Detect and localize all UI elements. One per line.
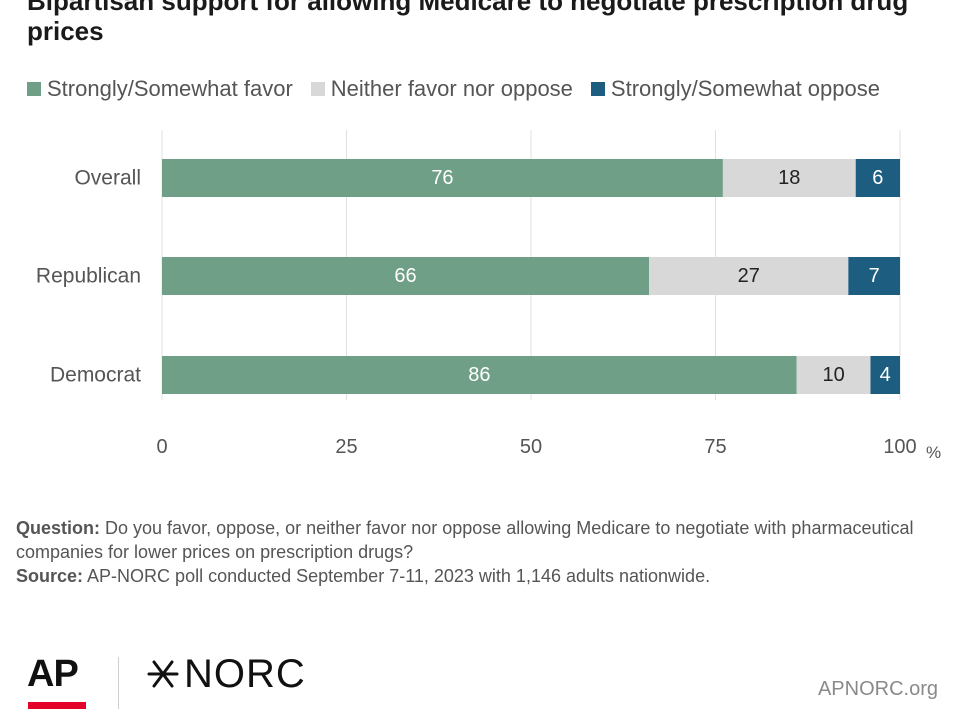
bar-republican-series-0 xyxy=(162,257,650,295)
bar-democrat-series-2 xyxy=(870,356,900,394)
bar-democrat-series-1 xyxy=(796,356,871,394)
ap-logo-text: AP xyxy=(27,653,79,695)
norc-logo: NORC xyxy=(146,651,306,697)
legend-swatch-neither xyxy=(310,82,325,96)
legend-swatch-oppose xyxy=(590,82,605,96)
data-label-republican-series-0: 66 xyxy=(394,265,416,287)
website-label: APNORC.org xyxy=(817,678,938,700)
data-label-republican-series-2: 7 xyxy=(869,265,880,287)
x-tick-label-25: 25 xyxy=(335,436,357,458)
stacked-bar-chart: Overall 76 18 6 Republican 66 27 7 Democrat 86 10 4… xyxy=(36,130,941,462)
data-label-democrat-series-1: 10 xyxy=(822,364,844,386)
data-label-overall-series-0: 76 xyxy=(431,167,453,189)
source-label: Source: xyxy=(16,566,84,586)
category-label-democrat: Democrat xyxy=(50,364,141,387)
ap-logo-accent xyxy=(28,702,86,709)
data-label-democrat-series-0: 86 xyxy=(468,364,490,386)
legend-item-neither: Neither favor nor oppose xyxy=(310,76,573,102)
ap-logo: AP xyxy=(27,654,91,710)
category-label-republican: Republican xyxy=(36,265,141,288)
legend-swatch-favor xyxy=(27,82,41,96)
x-tick-label-0: 0 xyxy=(156,436,167,458)
bar-republican-series-2 xyxy=(848,257,900,295)
chart-title: Bipartisan support for allowing Medicare… xyxy=(27,0,909,46)
norc-star-icon xyxy=(147,660,179,688)
bar-overall-series-2 xyxy=(855,159,900,197)
bar-republican-series-1 xyxy=(649,257,849,295)
legend-label-favor: Strongly/Somewhat favor xyxy=(47,76,293,101)
question-label: Question: xyxy=(16,518,100,538)
data-label-democrat-series-2: 4 xyxy=(880,364,891,386)
legend-item-favor: Strongly/Somewhat favor xyxy=(27,76,293,102)
bar-overall-series-1 xyxy=(722,159,856,197)
legend-label-neither: Neither favor nor oppose xyxy=(330,76,573,101)
source-text: AP-NORC poll conducted September 7-11, 2… xyxy=(87,566,711,586)
source-note: Source: AP-NORC poll conducted September… xyxy=(16,564,966,588)
data-label-overall-series-2: 6 xyxy=(872,167,883,189)
bar-overall-series-0 xyxy=(162,159,723,197)
legend-item-oppose: Strongly/Somewhat oppose xyxy=(590,76,880,102)
x-tick-label-50: 50 xyxy=(520,436,542,458)
x-tick-label-75: 75 xyxy=(704,436,726,458)
legend-label-oppose: Strongly/Somewhat oppose xyxy=(610,76,880,101)
category-label-overall: Overall xyxy=(74,167,141,190)
bar-democrat-series-0 xyxy=(162,356,797,394)
question-note: Question: Do you favor, oppose, or neith… xyxy=(16,516,966,564)
chart-legend: Strongly/Somewhat favor Neither favor no… xyxy=(27,76,967,102)
logo-divider xyxy=(118,657,119,709)
chart-notes: Question: Do you favor, oppose, or neith… xyxy=(16,516,966,588)
data-label-republican-series-1: 27 xyxy=(738,265,760,287)
data-label-overall-series-1: 18 xyxy=(778,167,800,189)
x-axis-unit-label: % xyxy=(926,443,941,462)
question-text: Do you favor, oppose, or neither favor n… xyxy=(16,518,914,562)
x-tick-label-100: 100 xyxy=(883,436,916,458)
norc-logo-text: NORC xyxy=(184,652,306,696)
